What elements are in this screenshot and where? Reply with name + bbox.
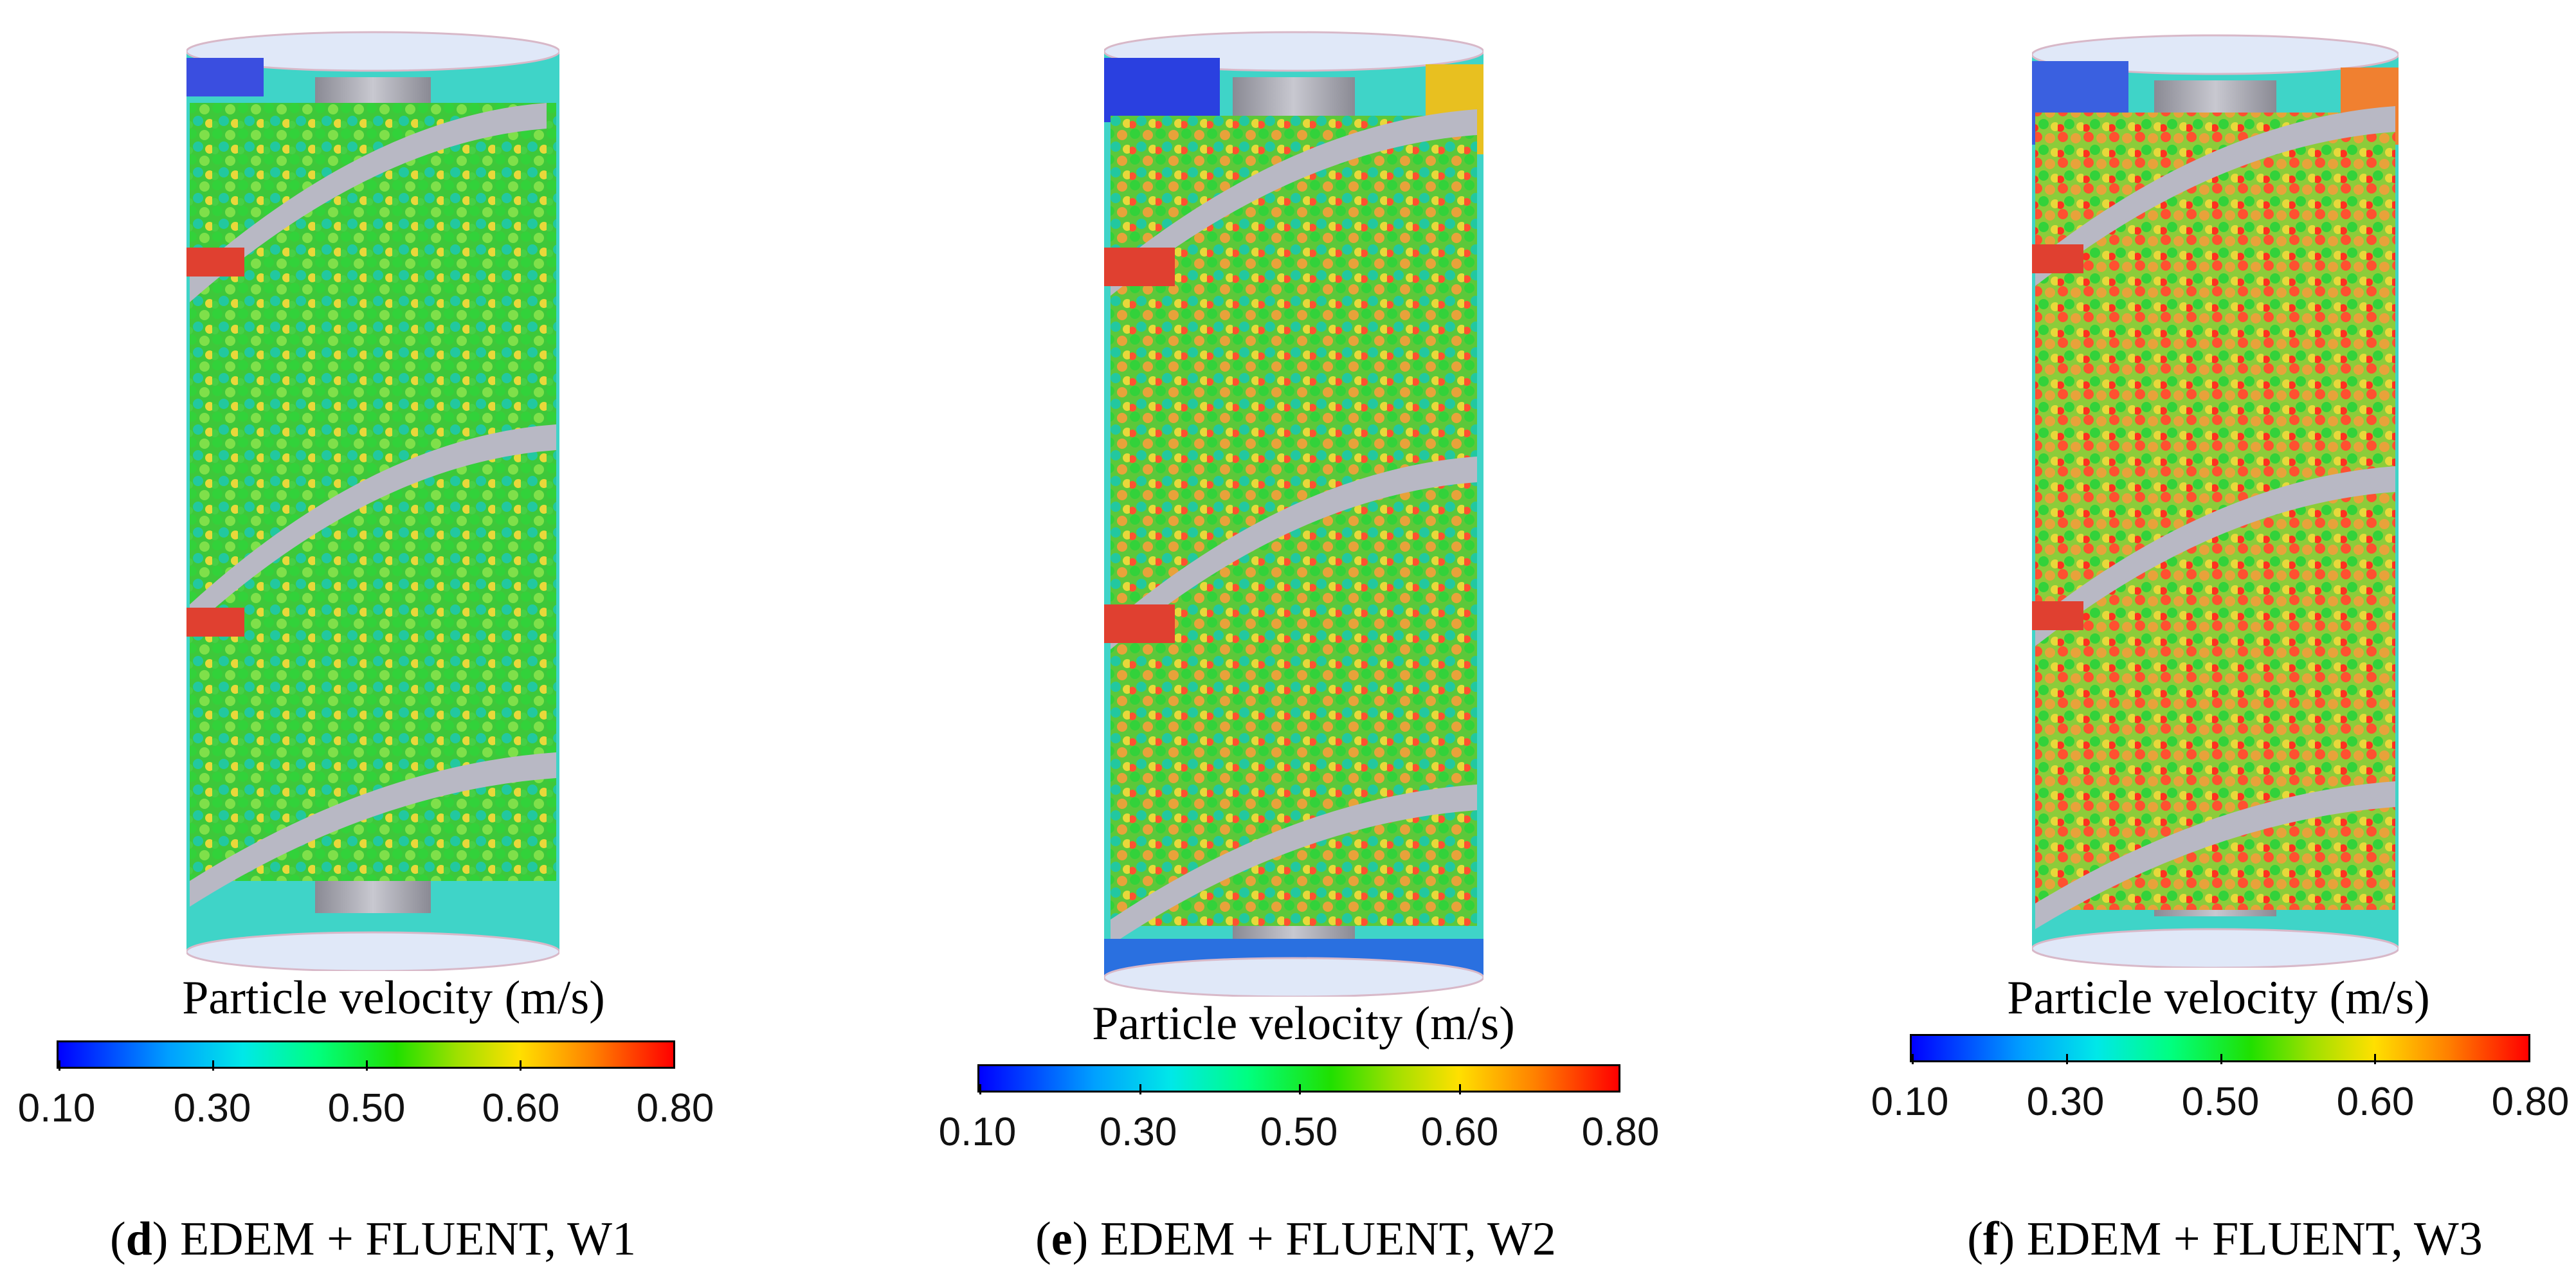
panel-caption: (f) EDEM + FLUENT, W3	[1967, 1213, 2483, 1265]
colorbar	[57, 1040, 675, 1071]
tick-mark	[520, 1060, 522, 1071]
tick-label: 0.50	[2181, 1080, 2260, 1124]
tick-label: 0.60	[482, 1086, 560, 1130]
tick-label: 0.60	[1420, 1110, 1499, 1154]
tick-label: 0.80	[636, 1086, 714, 1130]
tick-mark	[212, 1060, 214, 1071]
colorbar	[1910, 1034, 2530, 1064]
panel-caption: (d) EDEM + FLUENT, W1	[109, 1213, 637, 1265]
tick-mark	[1139, 1084, 1141, 1094]
tick-mark	[979, 1084, 981, 1094]
tick-label: 0.50	[1260, 1110, 1338, 1154]
tick-mark	[1458, 1084, 1461, 1094]
tick-label: 0.80	[2491, 1080, 2570, 1124]
simulation-image-d	[186, 31, 559, 971]
tick-label: 0.10	[938, 1110, 1017, 1154]
caption-text: EDEM + FLUENT, W2	[1088, 1213, 1556, 1265]
caption-letter: f	[1982, 1213, 1999, 1265]
panel-d: Particle velocity (m/s) 0.10 0.30 0.50 0…	[0, 0, 858, 1288]
tick-mark	[366, 1060, 368, 1071]
panel-f: Particle velocity (m/s) 0.10 0.30 0.50 0…	[1717, 0, 2575, 1288]
colorbar-title: Particle velocity (m/s)	[1092, 997, 1515, 1050]
tick-label: 0.30	[1099, 1110, 1177, 1154]
tick-label: 0.10	[17, 1086, 96, 1130]
tick-label: 0.10	[1871, 1080, 1949, 1124]
tick-label: 0.80	[1581, 1110, 1660, 1154]
caption-text: EDEM + FLUENT, W1	[168, 1213, 637, 1265]
simulation-image-f	[2032, 34, 2399, 968]
tick-mark	[2065, 1054, 2068, 1064]
colorbar-title: Particle velocity (m/s)	[182, 972, 605, 1024]
tick-label: 0.50	[327, 1086, 406, 1130]
tick-label: 0.60	[2336, 1080, 2415, 1124]
tick-mark	[2220, 1054, 2222, 1064]
tick-mark	[1912, 1054, 1914, 1064]
simulation-image-e	[1104, 31, 1483, 997]
tick-mark	[59, 1060, 60, 1071]
colorbar-title: Particle velocity (m/s)	[2007, 972, 2430, 1024]
tick-mark	[1299, 1084, 1301, 1094]
panel-e: Particle velocity (m/s) 0.10 0.30 0.50 0…	[858, 0, 1717, 1288]
colorbar	[977, 1064, 1620, 1094]
caption-text: EDEM + FLUENT, W3	[2015, 1213, 2483, 1265]
tick-mark	[2374, 1054, 2377, 1064]
caption-letter: e	[1051, 1213, 1073, 1265]
tick-label: 0.30	[2026, 1080, 2105, 1124]
tick-label: 0.30	[173, 1086, 251, 1130]
panel-caption: (e) EDEM + FLUENT, W2	[1035, 1213, 1556, 1265]
caption-letter: d	[125, 1213, 152, 1265]
